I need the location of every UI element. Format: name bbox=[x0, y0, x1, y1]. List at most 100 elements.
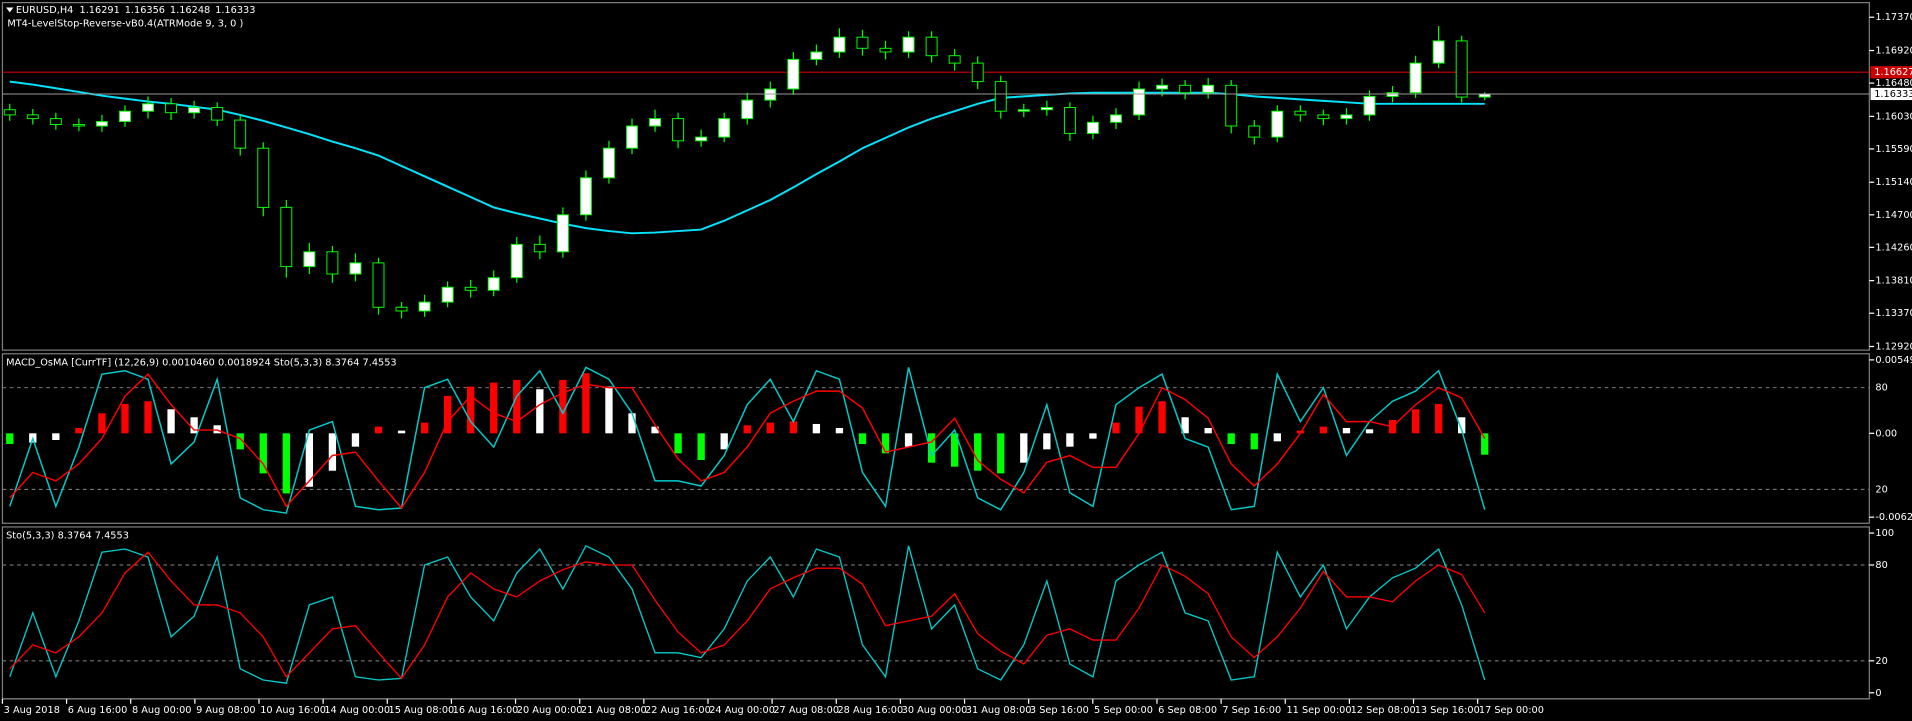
time-label: 14 Aug 00:00 bbox=[324, 705, 390, 716]
high: 1.16356 bbox=[125, 5, 165, 16]
sto-line bbox=[9, 551, 1486, 680]
candle-body bbox=[787, 58, 800, 90]
y-tick-label: 1.16920 bbox=[1875, 46, 1912, 57]
histogram-bar bbox=[1135, 406, 1143, 434]
candle-body bbox=[1225, 84, 1238, 127]
candle-body bbox=[948, 55, 961, 64]
histogram-bar bbox=[812, 423, 821, 434]
candle-body bbox=[418, 301, 431, 312]
histogram-bar bbox=[904, 433, 913, 447]
candle-body bbox=[1363, 95, 1376, 116]
candle-body bbox=[1040, 107, 1053, 111]
time-label: 6 Sep 08:00 bbox=[1158, 705, 1217, 716]
sto-overlay bbox=[9, 366, 1486, 514]
candle-body bbox=[994, 81, 1007, 112]
histogram-bar bbox=[1020, 433, 1028, 463]
candle-body bbox=[1156, 84, 1169, 90]
candle-body bbox=[95, 121, 108, 127]
histogram-bar bbox=[282, 433, 290, 494]
level-price: 1.16627 bbox=[1874, 67, 1912, 78]
time-label: 13 Sep 16:00 bbox=[1415, 705, 1480, 716]
y-tick-label: 20 bbox=[1875, 656, 1887, 667]
time-label: 12 Sep 08:00 bbox=[1351, 705, 1416, 716]
histogram-bar bbox=[1365, 429, 1374, 434]
candle-body bbox=[764, 88, 777, 101]
bid-tag bbox=[1870, 87, 1912, 101]
time-label: 24 Aug 00:00 bbox=[709, 705, 775, 716]
candle-body bbox=[510, 243, 523, 279]
y-tick-label: 1.15140 bbox=[1875, 177, 1912, 188]
sto-overlay bbox=[9, 373, 1486, 510]
y-tick-label: 1.17370 bbox=[1875, 12, 1912, 23]
time-label: 3 Sep 16:00 bbox=[1030, 705, 1089, 716]
time-label: 7 Sep 16:00 bbox=[1222, 705, 1281, 716]
time-label: 5 Sep 00:00 bbox=[1094, 705, 1153, 716]
histogram-bar bbox=[305, 433, 314, 487]
time-label: 30 Aug 00:00 bbox=[902, 705, 968, 716]
candle-body bbox=[879, 47, 892, 53]
level-label: 20 bbox=[1875, 484, 1887, 495]
candle-body bbox=[556, 214, 569, 253]
candle-body bbox=[1063, 107, 1076, 134]
time-label: 10 Aug 16:00 bbox=[260, 705, 326, 716]
candle-body bbox=[672, 118, 685, 142]
candle-body bbox=[119, 110, 131, 123]
histogram-bar bbox=[513, 379, 521, 434]
histogram-bar bbox=[1342, 427, 1351, 434]
histogram-bar bbox=[6, 433, 14, 444]
candle-body bbox=[1086, 121, 1099, 134]
time-label: 27 Aug 08:00 bbox=[773, 705, 839, 716]
candle-body bbox=[1409, 62, 1422, 94]
time-label: 15 Aug 08:00 bbox=[388, 705, 454, 716]
candle-body bbox=[1248, 125, 1261, 138]
candle-body bbox=[718, 118, 731, 138]
sto-title: Sto(5,3,3) 8.3764 7.4553 bbox=[6, 530, 129, 541]
histogram-bar bbox=[927, 433, 936, 463]
y-tick-label: 1.14260 bbox=[1875, 242, 1912, 253]
histogram-bar bbox=[720, 433, 728, 450]
candle-body bbox=[49, 118, 62, 126]
histogram-bar bbox=[98, 413, 106, 434]
histogram-bar bbox=[1204, 427, 1212, 434]
candle-body bbox=[833, 36, 846, 53]
histogram-bar bbox=[1066, 433, 1074, 447]
histogram-bar bbox=[351, 433, 360, 447]
candle-body bbox=[234, 119, 247, 149]
time-label: 21 Aug 08:00 bbox=[581, 705, 647, 716]
candle-body bbox=[1386, 92, 1399, 97]
candle-body bbox=[487, 277, 500, 291]
y-tick-label: 100 bbox=[1875, 528, 1894, 539]
y-tick-label: 1.13810 bbox=[1875, 276, 1912, 287]
histogram-bar bbox=[789, 421, 797, 434]
low: 1.16248 bbox=[170, 5, 210, 16]
candle-body bbox=[26, 114, 39, 120]
candle-body bbox=[902, 36, 915, 53]
level-label: 80 bbox=[1875, 383, 1887, 394]
candle-body bbox=[142, 103, 155, 112]
histogram-bar bbox=[1411, 409, 1420, 434]
histogram-bar bbox=[374, 426, 383, 434]
main-panel bbox=[1, 2, 1870, 351]
histogram-bar bbox=[167, 409, 175, 434]
macd-panel bbox=[1, 353, 1870, 524]
level-tag bbox=[1870, 66, 1912, 79]
histogram-bar bbox=[858, 433, 867, 444]
histogram-bar bbox=[605, 386, 613, 434]
candle-body bbox=[441, 286, 454, 303]
candle-body bbox=[602, 147, 615, 179]
histogram-bar bbox=[328, 433, 337, 471]
collapse-arrow[interactable] bbox=[6, 7, 14, 13]
histogram-bar bbox=[559, 379, 567, 434]
y-tick-label: 1.14700 bbox=[1875, 210, 1912, 221]
symbol-header: EURUSD,H4 1.16291 1.16356 1.16248 1.16333 bbox=[16, 5, 256, 16]
y-tick-label: 1.15590 bbox=[1875, 144, 1912, 155]
histogram-bar bbox=[420, 422, 429, 434]
histogram-bar bbox=[236, 433, 244, 450]
histogram-bar bbox=[766, 422, 774, 434]
candle-body bbox=[1317, 114, 1330, 120]
candle-body bbox=[188, 107, 201, 114]
histogram-bar bbox=[974, 433, 982, 471]
candle-body bbox=[395, 306, 408, 312]
candle-body bbox=[1179, 84, 1192, 94]
candle-body bbox=[810, 51, 823, 60]
